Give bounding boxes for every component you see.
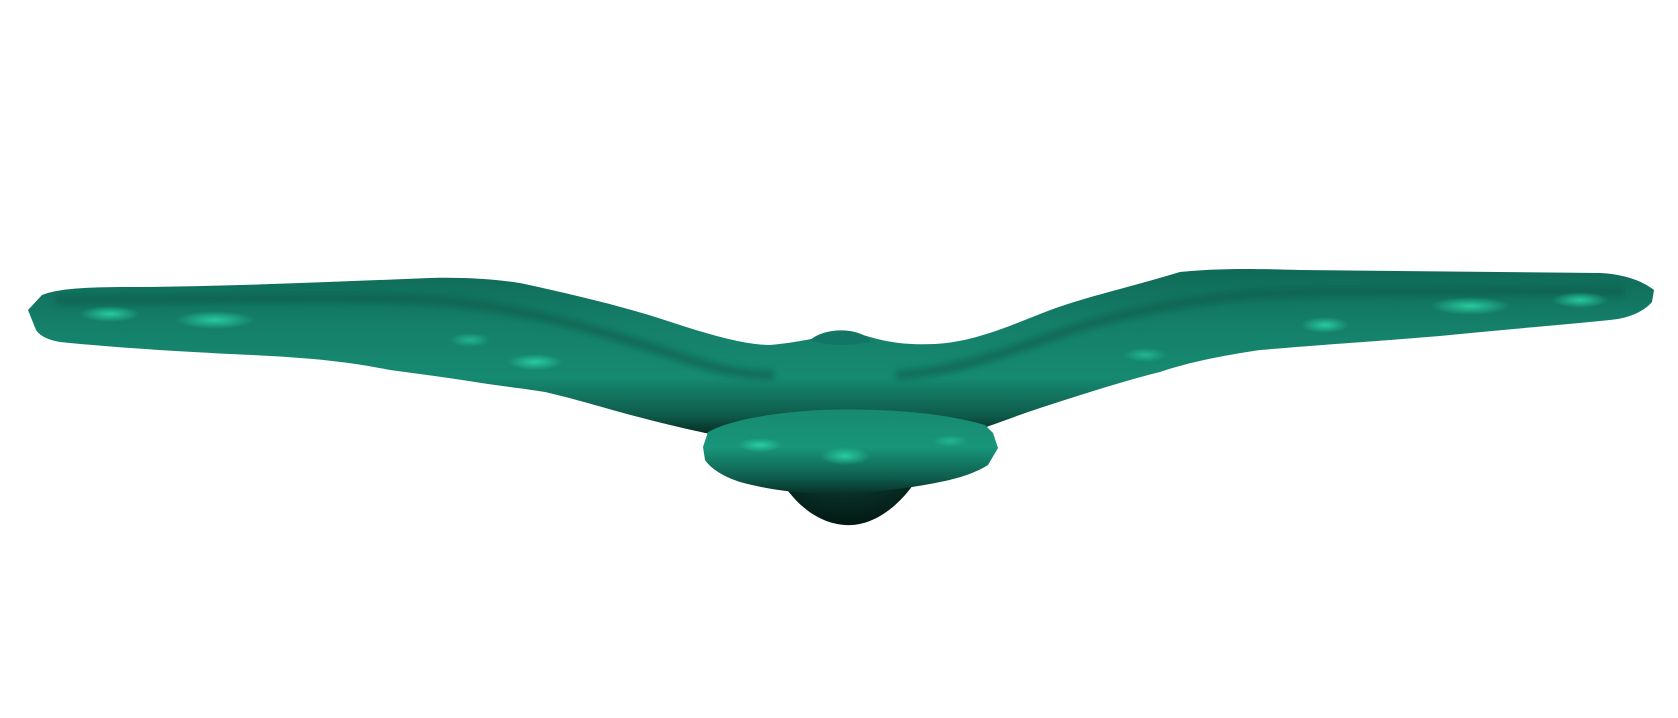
bird-wings — [28, 268, 1654, 436]
wing-ridge-left — [55, 293, 775, 380]
tail-highlights — [738, 435, 968, 465]
wing-highlights — [80, 292, 1608, 370]
wing-ridge-right — [895, 286, 1625, 380]
bird-head — [810, 330, 870, 345]
